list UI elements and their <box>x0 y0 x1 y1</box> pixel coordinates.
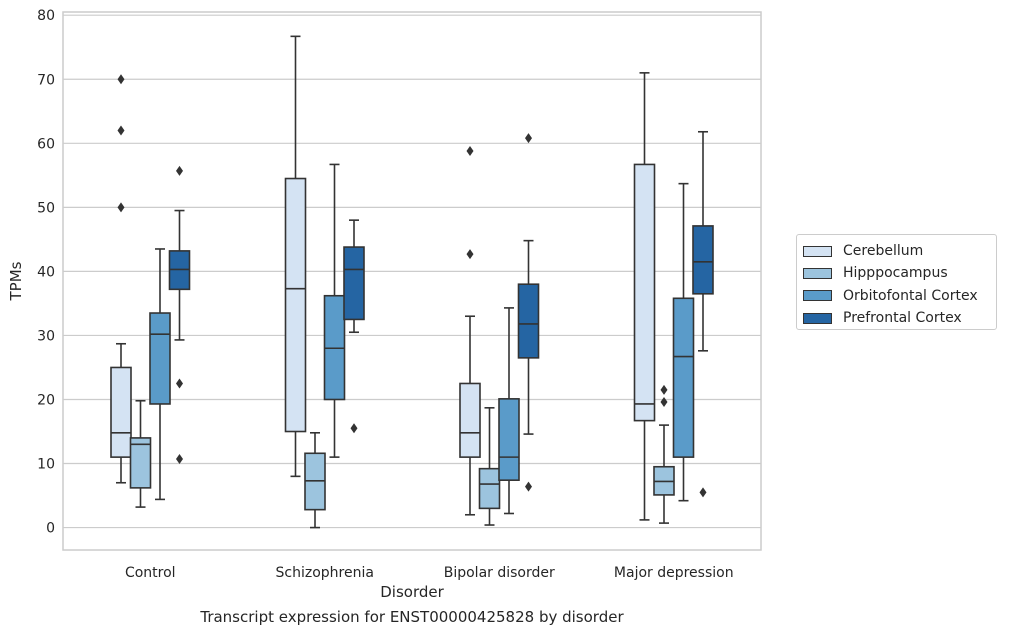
y-tick-label: 10 <box>37 457 55 473</box>
box-outlier-point <box>176 454 183 465</box>
legend-label: Prefrontal Cortex <box>843 310 962 327</box>
box-outlier-point <box>525 133 532 144</box>
plot-frame <box>62 11 762 551</box>
y-tick-label: 50 <box>37 200 55 216</box>
x-axis-label: Disorder <box>380 583 444 601</box>
box-iqr <box>498 398 520 481</box>
legend-label: Cerebellum <box>843 243 924 260</box>
y-tick-label: 40 <box>37 264 55 280</box>
box-iqr <box>517 283 540 359</box>
box-outlier-point <box>525 481 532 492</box>
box-outlier-point <box>117 74 125 85</box>
box-outlier-point <box>660 397 668 408</box>
y-tick-label: 0 <box>46 521 55 537</box>
legend-swatch <box>803 267 832 279</box>
y-tick-label: 20 <box>37 392 55 408</box>
box-iqr <box>672 297 695 458</box>
legend-item: Hipppocampus <box>803 262 996 284</box>
legend-label: Hipppocampus <box>843 265 948 282</box>
box-outlier-point <box>466 145 474 156</box>
box-iqr <box>284 177 307 433</box>
box-iqr <box>110 366 132 458</box>
legend: Cerebellum Hipppocampus Orbitofontal Corte… <box>796 234 997 330</box>
y-axis-label: TPMs <box>7 261 25 301</box>
box-iqr <box>692 225 714 295</box>
box-outlier-point <box>176 378 183 389</box>
x-tick-label: Bipolar disorder <box>444 565 555 581</box>
legend-item: Cerebellum <box>803 240 996 262</box>
legend-item: Prefrontal Cortex <box>803 307 996 329</box>
legend-swatch <box>803 290 832 302</box>
box-outlier-point <box>176 165 183 176</box>
legend-label: Orbitofontal Cortex <box>843 287 978 304</box>
y-tick-label: 70 <box>37 72 55 88</box>
box-iqr <box>149 312 171 405</box>
x-tick-label: Major depression <box>614 565 734 581</box>
y-tick-label: 30 <box>37 328 55 344</box>
box-outlier-point <box>117 125 125 136</box>
figure-caption: Transcript expression for ENST0000042582… <box>200 608 624 626</box>
legend-swatch <box>803 312 832 324</box>
box-iqr <box>129 437 152 489</box>
x-tick-label: Schizophrenia <box>276 565 374 581</box>
y-tick-label: 60 <box>37 136 55 152</box>
box-outlier-point <box>660 384 668 395</box>
box-iqr <box>343 246 365 321</box>
legend-item: Orbitofontal Cortex <box>803 285 996 307</box>
box-iqr <box>478 467 501 510</box>
x-tick-label: Control <box>125 565 176 581</box>
y-tick-label: 80 <box>37 8 55 24</box>
box-iqr <box>633 163 656 422</box>
box-outlier-point <box>466 249 474 260</box>
legend-swatch <box>803 245 832 257</box>
box-iqr <box>459 382 481 458</box>
box-outlier-point <box>350 423 358 434</box>
box-outlier-point <box>699 487 707 498</box>
box-outlier-point <box>117 202 125 213</box>
